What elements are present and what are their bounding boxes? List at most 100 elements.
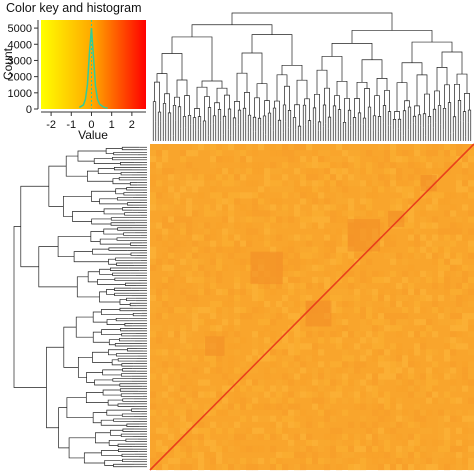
heatmap-cell xyxy=(324,367,331,374)
dendrogram-branch xyxy=(48,165,67,207)
dendrogram-branch xyxy=(99,268,113,275)
heatmap-cell xyxy=(228,457,235,465)
heatmap-cell xyxy=(258,168,265,175)
heatmap-cell xyxy=(384,415,391,422)
heatmap-cell xyxy=(348,367,355,374)
dendrogram-branch xyxy=(115,353,138,357)
heatmap-cell xyxy=(288,403,295,410)
heatmap-cell xyxy=(300,391,307,398)
heatmap-cell xyxy=(240,144,247,151)
heatmap-cell xyxy=(438,415,445,422)
heatmap-cell xyxy=(456,228,463,235)
heatmap-cell xyxy=(174,174,181,181)
heatmap-cell xyxy=(450,156,457,163)
heatmap-cell xyxy=(210,144,217,151)
heatmap-cell xyxy=(216,288,223,296)
heatmap-cell xyxy=(300,361,307,368)
heatmap-cell xyxy=(348,282,355,290)
heatmap-cell xyxy=(198,379,205,386)
heatmap-cell xyxy=(258,403,265,410)
heatmap-cell xyxy=(366,445,373,453)
heatmap-cell xyxy=(282,276,289,284)
heatmap-cell xyxy=(360,313,367,320)
heatmap-cell xyxy=(420,427,427,434)
heatmap-cell xyxy=(324,198,331,205)
dendrogram-branch xyxy=(284,85,290,111)
heatmap-cell xyxy=(156,427,163,434)
heatmap-cell xyxy=(396,168,403,175)
heatmap-cell xyxy=(462,168,469,175)
heatmap-cell xyxy=(204,307,211,314)
heatmap-cell xyxy=(408,373,415,380)
heatmap-cell xyxy=(174,198,181,205)
dendrogram-branch xyxy=(257,117,262,129)
heatmap-cell xyxy=(294,337,301,344)
heatmap-cell xyxy=(228,379,235,386)
heatmap-cell xyxy=(456,294,463,302)
heatmap-cell xyxy=(204,379,211,386)
dendrogram-branch xyxy=(252,116,257,132)
dendrogram-branch xyxy=(216,87,228,103)
heatmap-cell xyxy=(330,234,337,241)
dendrogram-branch xyxy=(99,198,128,205)
heatmap-cell xyxy=(282,307,289,314)
heatmap-cell xyxy=(300,409,307,416)
heatmap-cell xyxy=(198,264,205,271)
heatmap-cell xyxy=(324,252,331,259)
heatmap-cell xyxy=(258,457,265,465)
heatmap-cell xyxy=(252,282,259,290)
heatmap-cell xyxy=(162,361,169,368)
heatmap-cell xyxy=(324,282,331,290)
heatmap-cell xyxy=(384,313,391,320)
heatmap-cell xyxy=(372,457,379,465)
heatmap-cell xyxy=(444,258,451,265)
heatmap-cell xyxy=(156,331,163,338)
heatmap-cell xyxy=(462,162,469,169)
heatmap-cell xyxy=(438,427,445,434)
heatmap-cell xyxy=(402,319,409,326)
heatmap-cell xyxy=(222,192,229,199)
heatmap-cell xyxy=(204,331,211,338)
heatmap-cell xyxy=(360,186,367,193)
heatmap-cell xyxy=(216,427,223,434)
heatmap-cell xyxy=(324,246,331,253)
heatmap-cell xyxy=(378,445,385,453)
heatmap-cell xyxy=(300,270,307,278)
dendrogram-branch xyxy=(334,95,340,110)
dendrogram-branch xyxy=(46,346,64,429)
heatmap-cell xyxy=(246,222,253,229)
heatmap-cell xyxy=(234,421,241,428)
heatmap-cell xyxy=(216,409,223,416)
heatmap-cell xyxy=(150,294,157,302)
dendrogram-branch xyxy=(120,328,143,332)
heatmap-cell xyxy=(264,325,271,332)
dendrogram-branch xyxy=(434,90,440,110)
heatmap-cell xyxy=(180,186,187,193)
heatmap-cluster-block xyxy=(250,251,283,285)
heatmap-cell xyxy=(462,373,469,380)
heatmap-cell xyxy=(372,288,379,296)
dendrogram-branch xyxy=(351,30,433,44)
heatmap-cell xyxy=(372,325,379,332)
dendrogram-branch xyxy=(120,162,143,166)
heatmap-cell xyxy=(234,367,241,374)
heatmap-cell xyxy=(216,198,223,205)
heatmap-cell xyxy=(186,276,193,284)
dendrogram-branch xyxy=(110,267,140,271)
heatmap-cell xyxy=(408,349,415,356)
heatmap-cell xyxy=(246,463,253,471)
heatmap-cell xyxy=(408,186,415,193)
dendrogram-branch xyxy=(264,100,270,116)
heatmap-cell xyxy=(444,355,451,362)
heatmap-cell xyxy=(162,264,169,271)
heatmap-cell xyxy=(186,343,193,350)
heatmap-cell xyxy=(252,180,259,187)
dendrogram-branch xyxy=(191,24,273,37)
heatmap-cell xyxy=(264,415,271,422)
heatmap-cell xyxy=(360,270,367,278)
heatmap-cell xyxy=(246,234,253,241)
dendrogram-branch xyxy=(462,111,467,137)
heatmap-cell xyxy=(240,264,247,271)
heatmap-cell xyxy=(192,427,199,434)
heatmap-cell xyxy=(408,439,415,447)
